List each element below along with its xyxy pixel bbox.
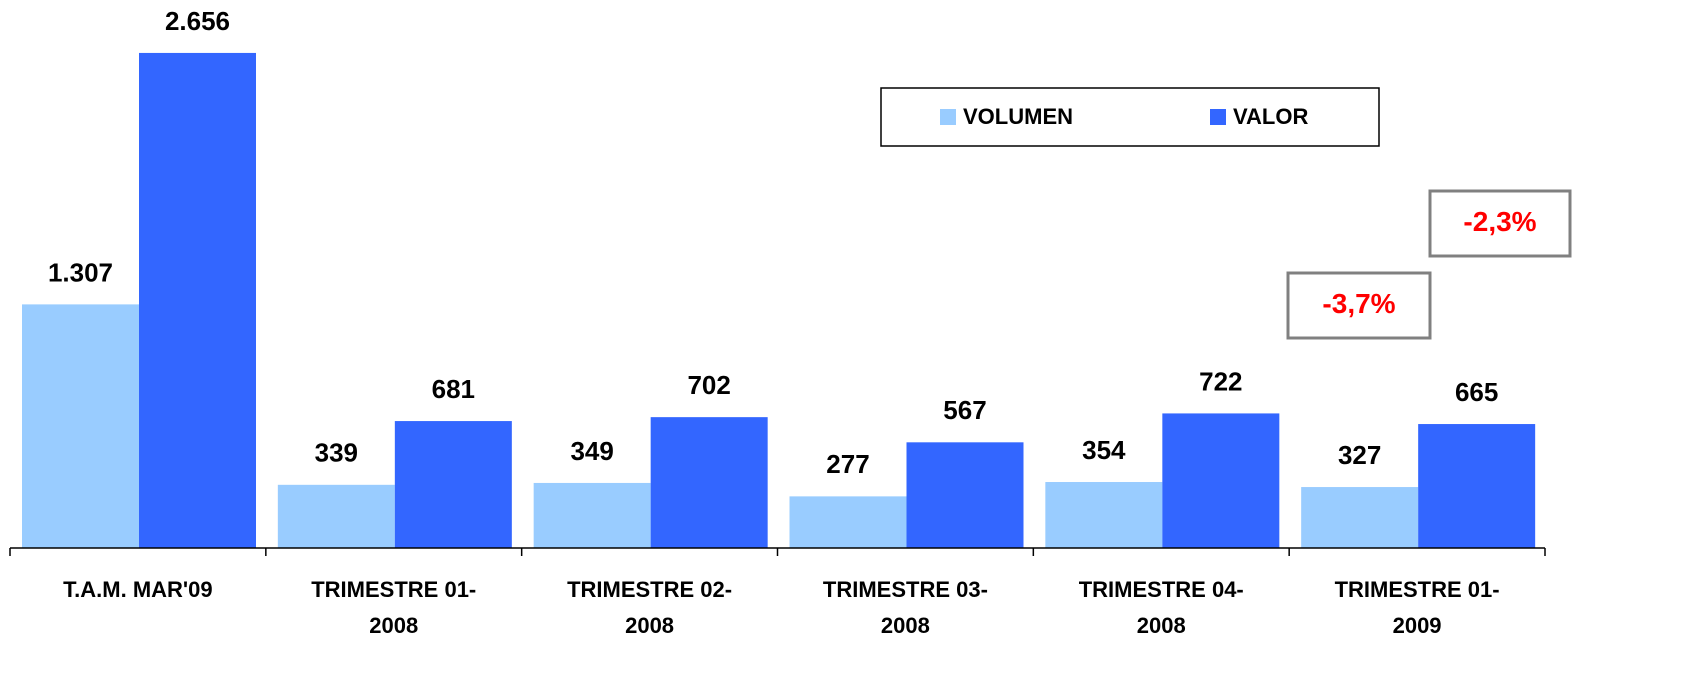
legend-box <box>880 87 1380 147</box>
legend-swatch <box>940 109 956 125</box>
value-label: 277 <box>826 449 869 479</box>
annotation-box <box>1428 189 1572 258</box>
x-tick-label: TRIMESTRE 01-2008 <box>311 577 477 638</box>
value-label: 681 <box>432 374 475 404</box>
value-label: 665 <box>1455 377 1498 407</box>
x-tick-label: TRIMESTRE 03-2008 <box>822 577 988 638</box>
bar <box>906 442 1024 548</box>
legend-label: VALOR <box>1233 104 1308 129</box>
bar <box>789 496 907 548</box>
annotation: -2,3% <box>1463 206 1536 237</box>
value-label: 702 <box>687 370 730 400</box>
bar <box>277 484 395 548</box>
value-label: 722 <box>1199 366 1242 396</box>
bar <box>650 417 768 548</box>
bar <box>139 52 256 548</box>
value-label: 327 <box>1338 440 1381 470</box>
legend-swatch <box>1210 109 1226 125</box>
bar <box>1045 482 1163 548</box>
value-label: 349 <box>570 436 613 466</box>
annotation-box <box>1286 271 1432 340</box>
annotation: -3,7% <box>1322 288 1395 319</box>
bar <box>1418 424 1536 548</box>
bar <box>533 482 651 548</box>
bar <box>22 304 139 548</box>
bar <box>1301 487 1419 548</box>
value-label: 339 <box>315 438 358 468</box>
x-tick-label: T.A.M. MAR'09 <box>63 577 213 602</box>
x-tick-label: TRIMESTRE 02-2008 <box>567 577 733 638</box>
value-label: 354 <box>1082 435 1126 465</box>
value-label: 567 <box>943 395 986 425</box>
bar <box>394 421 512 548</box>
value-label: 1.307 <box>48 257 113 287</box>
x-tick-label: TRIMESTRE 04-2008 <box>1078 577 1244 638</box>
value-label: 2.656 <box>165 6 230 36</box>
bar <box>1162 413 1280 548</box>
legend-label: VOLUMEN <box>963 104 1073 129</box>
x-tick-label: TRIMESTRE 01-2009 <box>1334 577 1500 638</box>
